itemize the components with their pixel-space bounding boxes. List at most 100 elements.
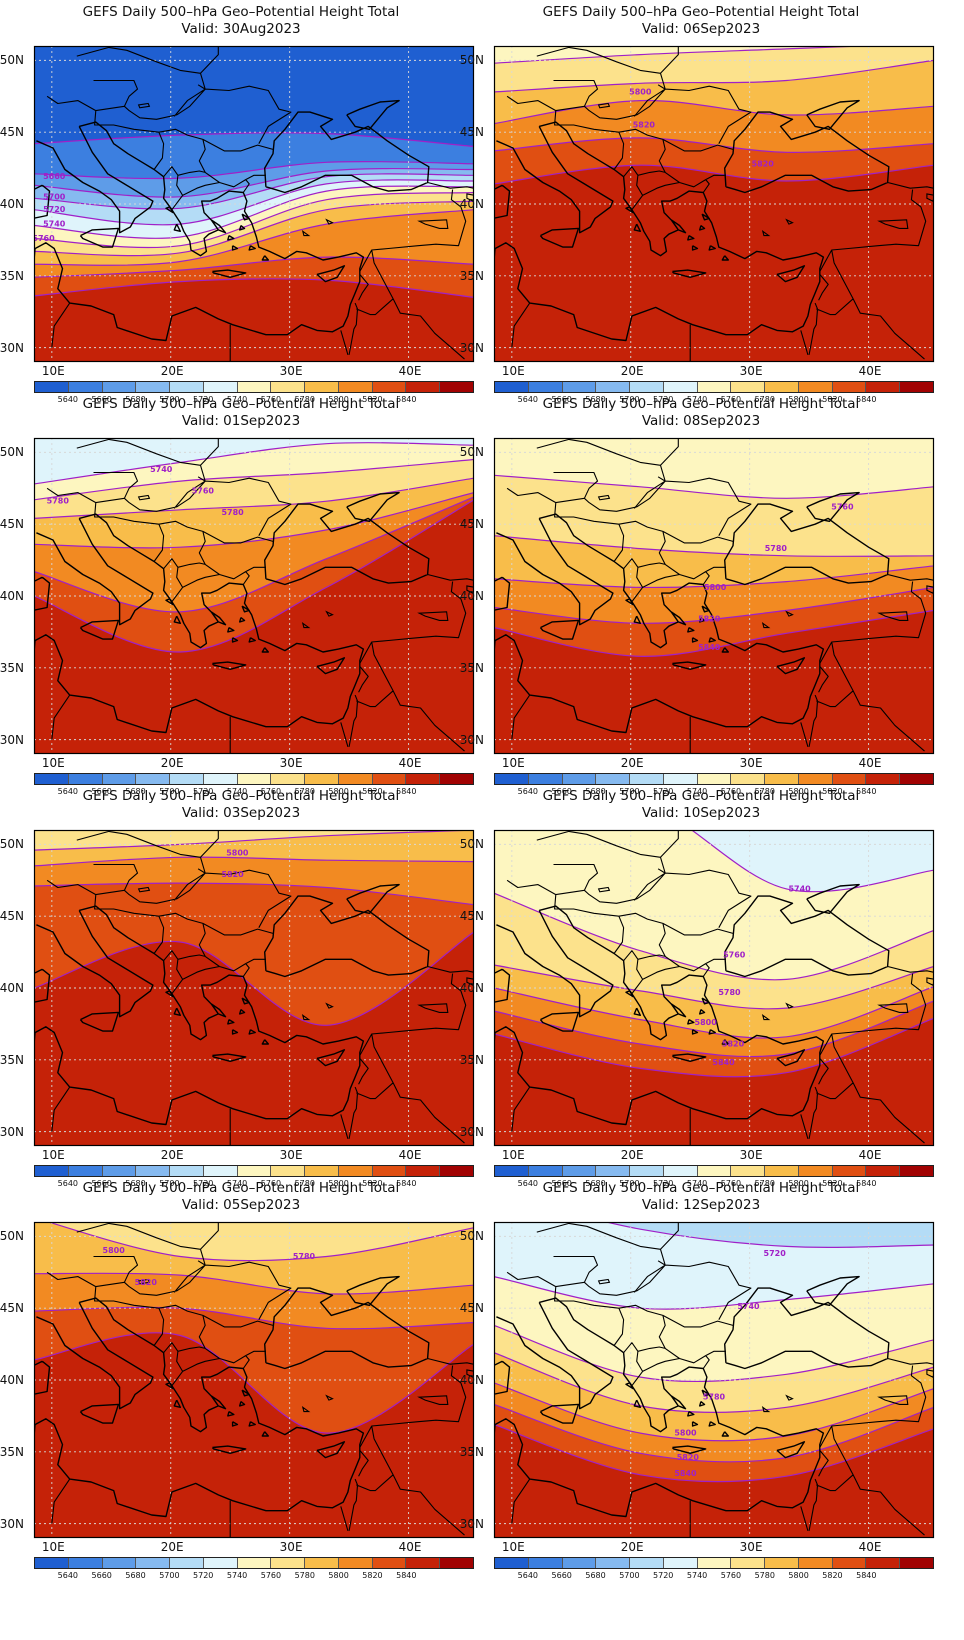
colorbar-swatch: [304, 382, 338, 392]
latitude-tick-label: 45N: [0, 125, 24, 140]
colorbar-label: 5660: [551, 1179, 572, 1188]
lake-outline: [597, 494, 934, 629]
colorbar-swatch: [662, 1166, 697, 1176]
colorbar-label: 5820: [362, 787, 383, 796]
colorbar-label: 5680: [125, 395, 146, 404]
colorbar-swatch: [236, 774, 271, 784]
colorbar: [34, 773, 474, 785]
longitude-tick-label: 30E: [739, 364, 763, 378]
colorbar-label: 5800: [328, 1571, 349, 1580]
colorbar-swatch: [696, 1558, 731, 1568]
colorbar-label: 5780: [294, 787, 315, 796]
colorbar-swatch: [696, 1166, 731, 1176]
contour-label: 5800: [226, 848, 249, 857]
colorbar-label: 5720: [653, 787, 674, 796]
colorbar-label: 5640: [57, 787, 79, 796]
height-contour-line: [34, 167, 474, 198]
colorbar-swatch: [730, 1166, 765, 1176]
contour-label: 5740: [43, 220, 66, 229]
colorbar-label: 5780: [294, 1571, 315, 1580]
colorbar-swatch: [202, 382, 237, 392]
map-svg: 5800 5820 5820: [493, 45, 935, 363]
map-plot-area: 5740 5760 5780 5800 5820 5840 50N 45N 40N 35N 30N 1…: [460, 829, 935, 1162]
height-contour-line: [494, 59, 934, 93]
colorbar-swatch: [101, 1558, 136, 1568]
latitude-tick-label: 35N: [0, 1444, 24, 1459]
panel-title: GEFS Daily 500–hPa Geo–Potential Height …: [542, 788, 860, 804]
map-layers: 5740 5760 5780 5780: [34, 438, 474, 754]
longitude-tick-label: 10E: [41, 756, 65, 770]
colorbar-label: 5660: [91, 1571, 112, 1580]
latitude-tick-label: 30N: [459, 1124, 484, 1139]
colorbar: [494, 773, 934, 785]
height-contour-line: [494, 474, 934, 499]
colorbar-label: 5660: [551, 787, 572, 796]
colorbar-swatch: [696, 774, 731, 784]
contour-label: 5840: [698, 643, 721, 652]
map-frame: [493, 437, 935, 755]
colorbar-swatch: [202, 1166, 237, 1176]
map-layers: 5720 5740 5780 5800 5820 5840: [494, 1222, 934, 1538]
colorbar-label: 5660: [91, 1179, 112, 1188]
longitude-tick-label: 10E: [41, 1540, 65, 1554]
map-svg: 5660 5700 5720 5740 5760: [33, 45, 475, 363]
colorbar-label: 5820: [362, 395, 383, 404]
longitude-tick-label: 40E: [858, 1148, 882, 1162]
colorbar-swatch: [495, 382, 528, 392]
colorbar-swatch: [371, 1166, 406, 1176]
longitude-tick-label: 30E: [279, 756, 303, 770]
colorbar-swatch: [270, 774, 305, 784]
latitude-tick-label: 50N: [459, 53, 484, 68]
latitude-tick-label: 30N: [0, 732, 24, 747]
colorbar-swatch: [797, 382, 832, 392]
colorbar-swatch: [304, 1166, 338, 1176]
latitude-tick-label: 30N: [0, 340, 24, 355]
colorbar-swatch: [67, 1166, 102, 1176]
contour-label: 5820: [633, 121, 656, 130]
map-svg: 5780 5800 5820: [33, 1221, 475, 1539]
colorbar-swatch: [67, 382, 102, 392]
latitude-tick-label: 40N: [459, 197, 484, 211]
lake-outline: [597, 1278, 934, 1413]
height-contour-line: [34, 442, 474, 485]
colorbar-label: 5760: [260, 395, 282, 404]
colorbar-label: 5660: [91, 395, 112, 404]
height-contour-line: [494, 1423, 934, 1483]
colorbar-label: 5740: [686, 1571, 708, 1580]
colorbar-label: 5840: [856, 1179, 877, 1188]
colorbar: [494, 1557, 934, 1569]
colorbar-label: 5840: [856, 395, 877, 404]
coastline: [494, 491, 890, 734]
colorbar-swatch: [865, 1166, 900, 1176]
colorbar-swatch: [865, 382, 900, 392]
colorbar-swatch: [236, 1558, 271, 1568]
colorbar-label: 5740: [226, 1179, 248, 1188]
latitude-tick-label: 45N: [0, 909, 24, 924]
panel-valid-date: Valid: 08Sep2023: [641, 413, 761, 429]
colorbar-label: 5760: [720, 1571, 742, 1580]
colorbar-swatch: [405, 1166, 440, 1176]
colorbar-label: 5740: [226, 787, 248, 796]
colorbar-swatch: [662, 382, 697, 392]
map-plot-area: 5740 5760 5780 5780 50N 45N 40N 35N 30N 10E 20E 30E…: [0, 437, 475, 770]
panel-title: GEFS Daily 500–hPa Geo–Potential Height …: [82, 4, 400, 20]
longitude-tick-label: 30E: [279, 364, 303, 378]
colorbar-swatch: [135, 774, 170, 784]
contour-label: 5840: [712, 1058, 735, 1067]
latitude-tick-label: 35N: [0, 660, 24, 675]
colorbar-swatch: [831, 1558, 866, 1568]
colorbar-swatch: [629, 382, 663, 392]
contour-label: 5780: [47, 497, 70, 506]
latitude-tick-label: 40N: [459, 1373, 484, 1387]
panel-valid-date: Valid: 06Sep2023: [641, 21, 761, 37]
height-contour-line: [34, 278, 474, 298]
colorbar-swatch: [495, 1558, 528, 1568]
map-frame: [493, 1221, 935, 1539]
colorbar-label: 5740: [226, 395, 248, 404]
longitude-tick-label: 30E: [279, 1540, 303, 1554]
height-contour-line: [690, 830, 934, 893]
latitude-tick-label: 35N: [459, 660, 484, 675]
colorbar-swatch: [35, 774, 68, 784]
colorbar-label: 5680: [585, 1179, 606, 1188]
colorbar-label: 5820: [822, 787, 843, 796]
